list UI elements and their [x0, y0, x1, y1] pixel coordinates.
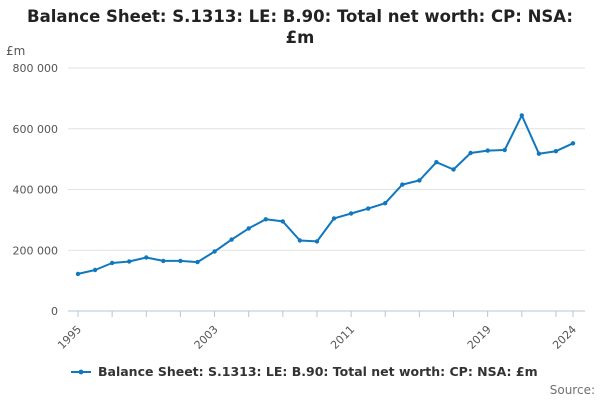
data-point[interactable] — [366, 206, 371, 211]
data-point[interactable] — [417, 178, 422, 183]
data-point[interactable] — [314, 239, 320, 244]
data-point[interactable] — [127, 259, 132, 264]
x-tick-label: 2019 — [465, 323, 494, 352]
legend: Balance Sheet: S.1313: LE: B.90: Total n… — [70, 364, 538, 379]
data-point[interactable] — [383, 201, 388, 206]
source-label: Source: — [549, 383, 595, 397]
data-point[interactable] — [348, 211, 354, 216]
data-point[interactable] — [263, 217, 268, 222]
data-point[interactable] — [92, 267, 98, 273]
data-point[interactable] — [502, 147, 507, 153]
x-tick-label: 2024 — [550, 323, 579, 352]
data-point[interactable] — [434, 160, 439, 165]
y-axis-unit-label: £m — [6, 44, 26, 58]
data-point[interactable] — [553, 149, 559, 154]
data-point[interactable] — [468, 150, 473, 156]
data-point[interactable] — [178, 258, 183, 264]
data-point[interactable] — [109, 260, 115, 266]
data-point[interactable] — [570, 141, 576, 146]
data-point[interactable] — [536, 151, 542, 156]
data-point[interactable] — [246, 226, 251, 231]
data-point[interactable] — [400, 182, 405, 187]
chart-title: Balance Sheet: S.1313: LE: B.90: Total n… — [0, 6, 600, 48]
legend-line-icon — [71, 369, 91, 374]
data-point[interactable] — [280, 219, 285, 224]
data-point[interactable] — [212, 249, 217, 254]
y-tick-label: 400 000 — [13, 184, 59, 197]
chart-title-line2: £m — [285, 28, 315, 47]
data-point[interactable] — [451, 167, 456, 172]
y-tick-label: 0 — [51, 305, 58, 318]
data-point[interactable] — [519, 113, 524, 118]
data-point[interactable] — [229, 237, 234, 242]
y-tick-label: 600 000 — [13, 123, 59, 136]
data-point[interactable] — [331, 216, 337, 221]
data-point[interactable] — [195, 259, 200, 265]
chart-title-line1: Balance Sheet: S.1313: LE: B.90: Total n… — [27, 7, 573, 26]
x-tick-label: 1995 — [55, 323, 84, 352]
data-point[interactable] — [75, 271, 81, 277]
data-point[interactable] — [161, 258, 166, 264]
series-line[interactable] — [77, 114, 574, 275]
data-point[interactable] — [144, 255, 149, 260]
data-point[interactable] — [485, 148, 490, 153]
data-point[interactable] — [297, 238, 303, 243]
x-tick-label: 2003 — [192, 323, 221, 352]
y-tick-label: 800 000 — [13, 62, 59, 75]
legend-label: Balance Sheet: S.1313: LE: B.90: Total n… — [98, 364, 538, 379]
x-tick-label: 2011 — [328, 323, 357, 352]
y-tick-label: 200 000 — [13, 244, 59, 257]
